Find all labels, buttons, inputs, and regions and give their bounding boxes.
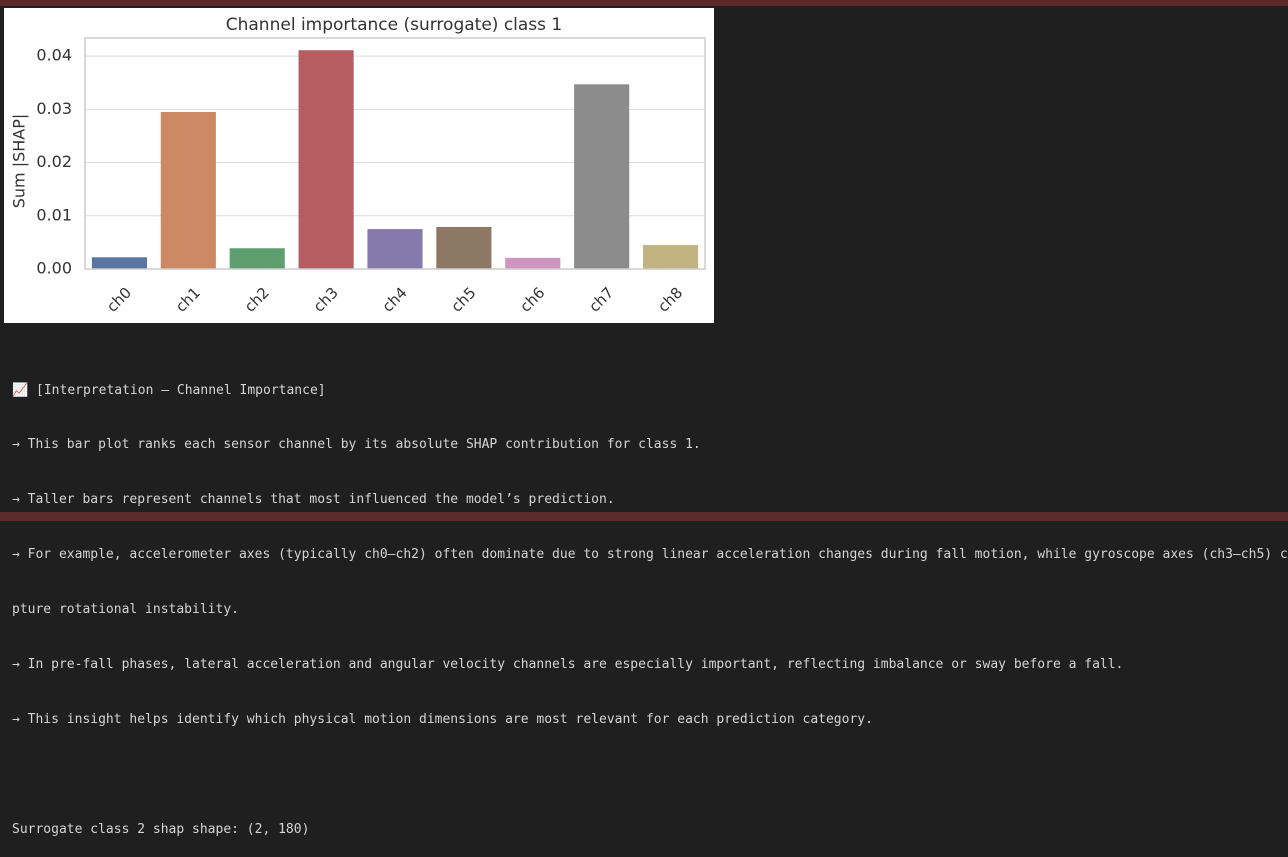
x-tick-label: ch3 xyxy=(310,284,342,316)
y-tick-label: 0.01 xyxy=(36,205,72,224)
x-tick-label: ch1 xyxy=(172,284,204,316)
bar xyxy=(367,229,423,269)
bar xyxy=(574,84,630,269)
bar xyxy=(160,111,216,269)
y-tick-label: 0.04 xyxy=(36,46,72,65)
output-line: → This bar plot ranks each sensor channe… xyxy=(12,437,701,453)
notebook-output: Channel importance (surrogate) class 1 S… xyxy=(0,0,1288,837)
text-output: 📈 [Interpretation – Channel Importance] … xyxy=(12,345,1288,857)
x-tick-label: ch8 xyxy=(654,284,686,316)
x-tick-label: ch7 xyxy=(585,284,617,316)
chart-title: Channel importance (surrogate) class 1 xyxy=(226,15,563,35)
x-tick-label: ch6 xyxy=(516,284,548,316)
bar xyxy=(229,248,285,269)
x-tick-label: ch5 xyxy=(448,284,480,316)
bar xyxy=(505,257,561,269)
y-tick-label: 0.03 xyxy=(36,99,72,118)
output-line: → Taller bars represent channels that mo… xyxy=(12,492,615,508)
x-tick-label: ch0 xyxy=(103,284,135,316)
y-axis-label: Sum |SHAP| xyxy=(10,114,29,209)
output-line: → In pre-fall phases, lateral accelerati… xyxy=(12,657,1124,673)
output-line: → This insight helps identify which phys… xyxy=(12,711,873,727)
y-tick-label: 0.00 xyxy=(36,259,72,278)
bar xyxy=(298,50,354,269)
plot-frame xyxy=(84,37,706,270)
chart: Channel importance (surrogate) class 1 S… xyxy=(4,8,714,323)
x-tick-label: ch4 xyxy=(379,284,411,316)
x-tick-label: ch2 xyxy=(241,284,273,316)
bar xyxy=(91,257,147,269)
output-line: 📈 [Interpretation – Channel Importance] xyxy=(12,382,326,398)
y-tick-label: 0.02 xyxy=(36,152,72,171)
warning-strip xyxy=(0,512,1288,521)
output-line: → For example, accelerometer axes (typic… xyxy=(12,547,1288,563)
output-line: pture rotational instability. xyxy=(12,602,239,618)
output-line: Surrogate class 2 shap shape: (2, 180) xyxy=(12,821,310,837)
bar xyxy=(436,226,492,269)
warning-strip xyxy=(0,0,1288,6)
bar xyxy=(643,245,699,269)
